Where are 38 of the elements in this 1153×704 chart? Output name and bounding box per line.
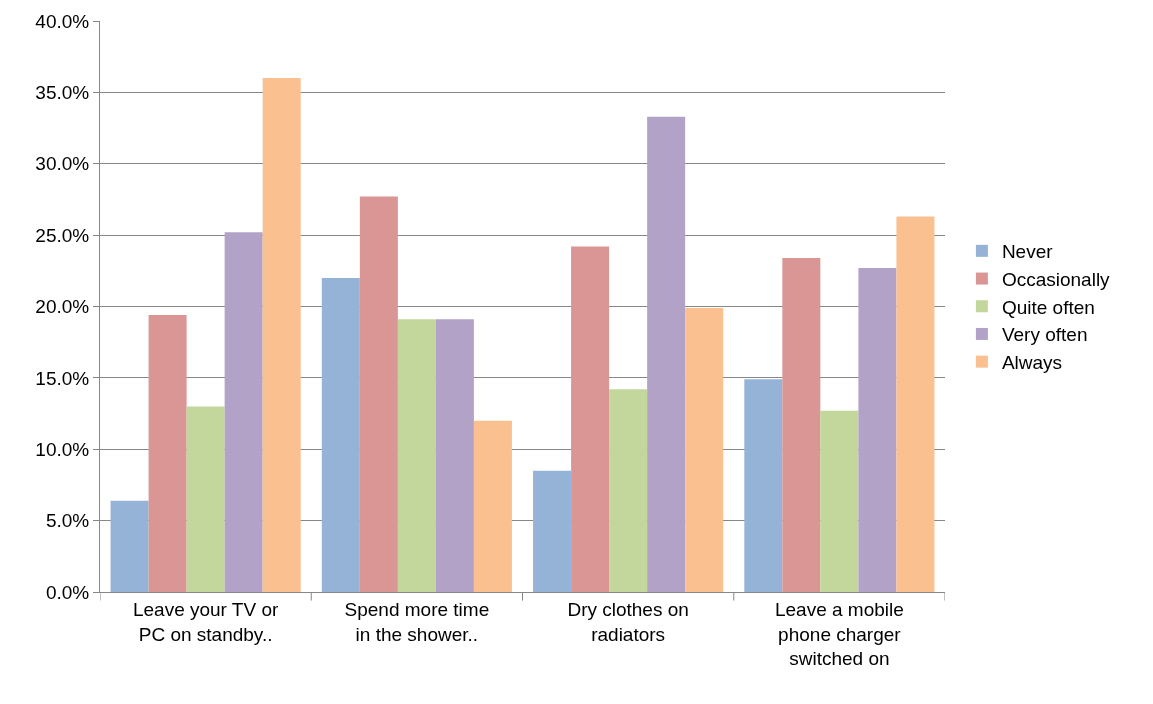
bar <box>896 216 935 592</box>
y-tick-label: 30.0% <box>35 153 90 175</box>
y-tick-label: 5.0% <box>45 510 90 532</box>
y-tick-label: 15.0% <box>35 367 90 389</box>
bar <box>782 257 821 592</box>
legend-label: Occasionally <box>1001 268 1111 290</box>
x-tick-label: Spend more time in the shower.. <box>344 598 490 645</box>
bar <box>609 389 648 592</box>
legend-label: Never <box>1001 241 1054 263</box>
bar <box>224 232 263 592</box>
bar <box>262 78 301 592</box>
bar <box>473 420 512 592</box>
bar <box>110 500 149 592</box>
legend-label: Always <box>1001 352 1063 374</box>
legend-label: Very often <box>1001 324 1088 346</box>
y-tick-label: 25.0% <box>35 224 90 246</box>
bar <box>858 267 897 592</box>
bar <box>820 410 859 592</box>
bar <box>321 277 360 592</box>
x-tick-label: Leave a mobile phone charger switched on <box>774 598 904 670</box>
x-tick-label: Leave your TV or PC on standby.. <box>132 598 279 645</box>
y-tick-label: 0.0% <box>45 581 90 603</box>
bar <box>744 379 783 592</box>
y-tick-label: 10.0% <box>35 438 90 460</box>
bar <box>647 116 686 592</box>
y-tick-label: 20.0% <box>35 296 90 318</box>
x-tick-label: Dry clothes on radiators <box>567 598 689 645</box>
bar <box>359 196 398 592</box>
y-tick-label: 40.0% <box>35 10 90 32</box>
bar <box>148 315 187 592</box>
bar <box>186 406 225 592</box>
legend-label: Quite often <box>1001 296 1095 318</box>
bar <box>533 470 572 592</box>
y-tick-label: 35.0% <box>35 82 90 104</box>
bar <box>397 319 436 592</box>
bar <box>571 246 610 592</box>
bar <box>435 319 474 592</box>
bar <box>685 307 724 592</box>
